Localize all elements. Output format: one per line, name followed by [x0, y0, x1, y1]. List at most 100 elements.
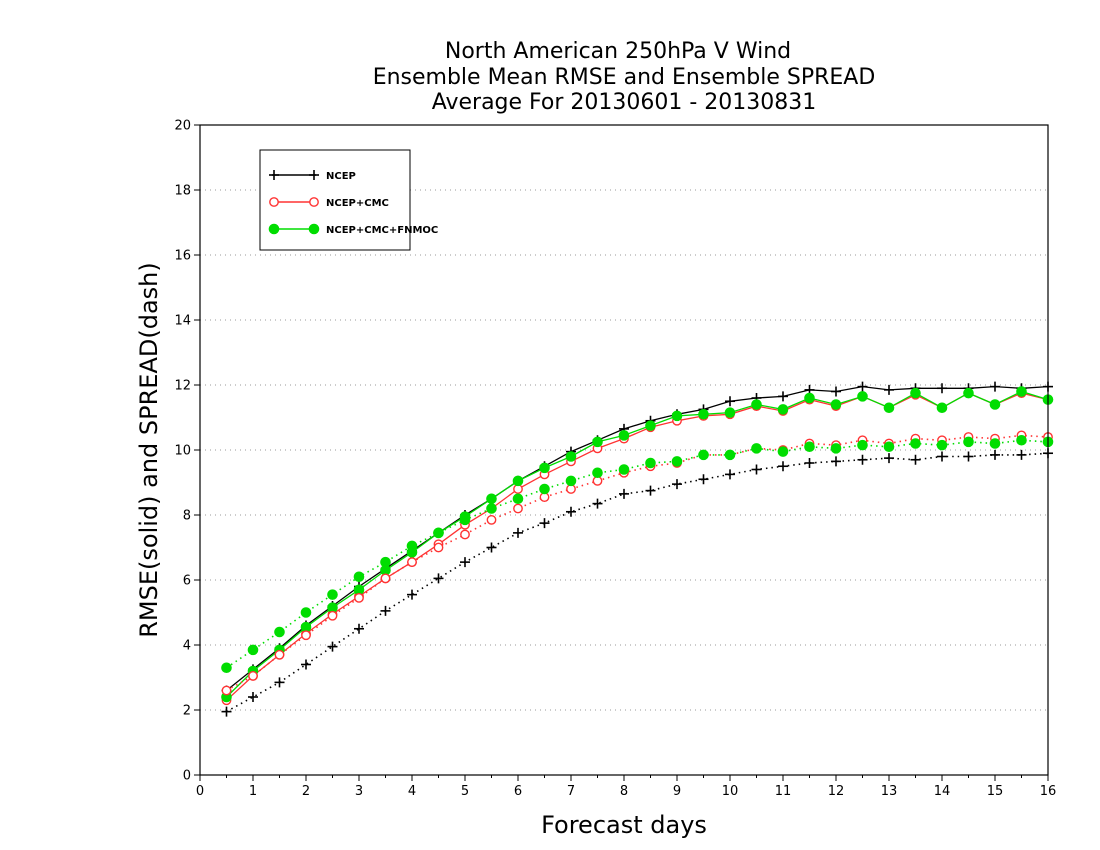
legend-label: NCEP+CMC — [326, 198, 389, 209]
data-point — [830, 443, 842, 454]
data-point — [963, 387, 974, 399]
data-point — [539, 483, 550, 495]
x-tick-label: 6 — [514, 784, 522, 799]
data-point — [990, 449, 1000, 460]
data-point — [221, 662, 232, 674]
x-tick-label: 7 — [567, 784, 575, 799]
data-point — [751, 399, 762, 410]
data-point — [407, 589, 417, 600]
data-point — [354, 623, 364, 634]
data-point — [300, 607, 312, 618]
series-4 — [221, 430, 1053, 696]
series-2 — [221, 386, 1054, 703]
x-tick-label: 14 — [934, 784, 951, 799]
data-point — [725, 469, 735, 480]
data-point — [539, 518, 550, 529]
series-line-4 — [226, 434, 1049, 692]
data-point — [327, 589, 338, 600]
data-point — [565, 475, 577, 487]
legend-entry-1: NCEP+CMC — [269, 197, 389, 209]
data-point — [566, 506, 576, 517]
data-point — [618, 464, 630, 475]
data-point — [963, 436, 974, 448]
series-line-0 — [226, 385, 1049, 692]
x-tick-label: 3 — [355, 784, 363, 799]
data-point — [857, 439, 868, 451]
data-point — [248, 670, 258, 681]
data-point — [725, 396, 735, 407]
data-point — [698, 408, 709, 420]
data-point — [592, 498, 603, 509]
data-point — [221, 685, 232, 696]
data-point — [831, 456, 841, 467]
data-point — [645, 420, 656, 431]
legend-marker-end — [309, 170, 319, 180]
y-tick-label: 0 — [183, 769, 191, 784]
data-point — [672, 479, 682, 490]
data-point — [247, 644, 259, 656]
data-point — [274, 677, 285, 688]
data-point — [565, 451, 577, 462]
legend-marker-start — [268, 223, 280, 235]
data-point — [407, 557, 417, 568]
data-point — [301, 630, 311, 641]
grid-lines — [200, 189, 1048, 711]
x-tick-label: 2 — [302, 784, 310, 799]
x-tick-label: 16 — [1040, 784, 1057, 799]
data-point — [380, 605, 391, 616]
series-line-2 — [226, 390, 1049, 698]
data-point — [990, 381, 1000, 392]
title-line-3: Average For 20130601 - 20130831 — [432, 90, 817, 115]
data-point — [327, 610, 338, 621]
data-point — [486, 493, 497, 505]
data-point — [777, 446, 789, 457]
data-point — [539, 462, 550, 474]
data-point — [433, 527, 444, 539]
legend-entry-2: NCEP+CMC+FNMOC — [268, 223, 438, 236]
legend-marker-end — [309, 197, 319, 207]
y-tick-label: 18 — [174, 184, 191, 199]
legend-entries: NCEP NCEP+CMC NCEP+CMC+FNMOC — [268, 170, 438, 236]
y-tick-label: 4 — [183, 639, 191, 654]
data-point — [910, 387, 921, 399]
data-point — [724, 407, 736, 418]
y-tick-label: 12 — [174, 379, 191, 394]
data-point — [619, 488, 629, 499]
data-point — [989, 399, 1001, 410]
y-tick-label: 16 — [174, 249, 191, 264]
legend-box — [259, 149, 411, 251]
title-line-2: Ensemble Mean RMSE and Ensemble SPREAD — [373, 65, 876, 90]
data-point — [804, 392, 815, 404]
data-point — [804, 458, 815, 468]
data-point — [989, 438, 1001, 449]
legend-entry-0: NCEP — [269, 170, 356, 182]
x-tick-label: 9 — [673, 784, 681, 799]
data-point — [857, 391, 868, 402]
data-point — [221, 706, 232, 717]
data-point — [751, 443, 762, 454]
series-line-3 — [226, 452, 1049, 713]
data-point — [1016, 449, 1027, 460]
x-tick-label: 5 — [461, 784, 469, 799]
data-point — [645, 457, 656, 469]
data-point — [406, 540, 418, 552]
series-1 — [221, 388, 1053, 706]
y-tick-label: 6 — [183, 574, 191, 589]
data-point — [645, 485, 656, 496]
data-point — [883, 402, 895, 414]
data-point — [1016, 434, 1027, 446]
data-point — [592, 467, 603, 479]
data-point — [274, 626, 285, 638]
title-line-1: North American 250hPa V Wind — [445, 39, 791, 64]
series-line-5 — [226, 439, 1049, 669]
data-point — [274, 649, 285, 660]
data-point — [433, 542, 444, 553]
data-point — [910, 438, 921, 449]
x-tick-label: 13 — [881, 784, 898, 799]
data-point — [512, 493, 524, 505]
data-point — [963, 451, 974, 462]
y-tick-label: 10 — [174, 444, 191, 459]
